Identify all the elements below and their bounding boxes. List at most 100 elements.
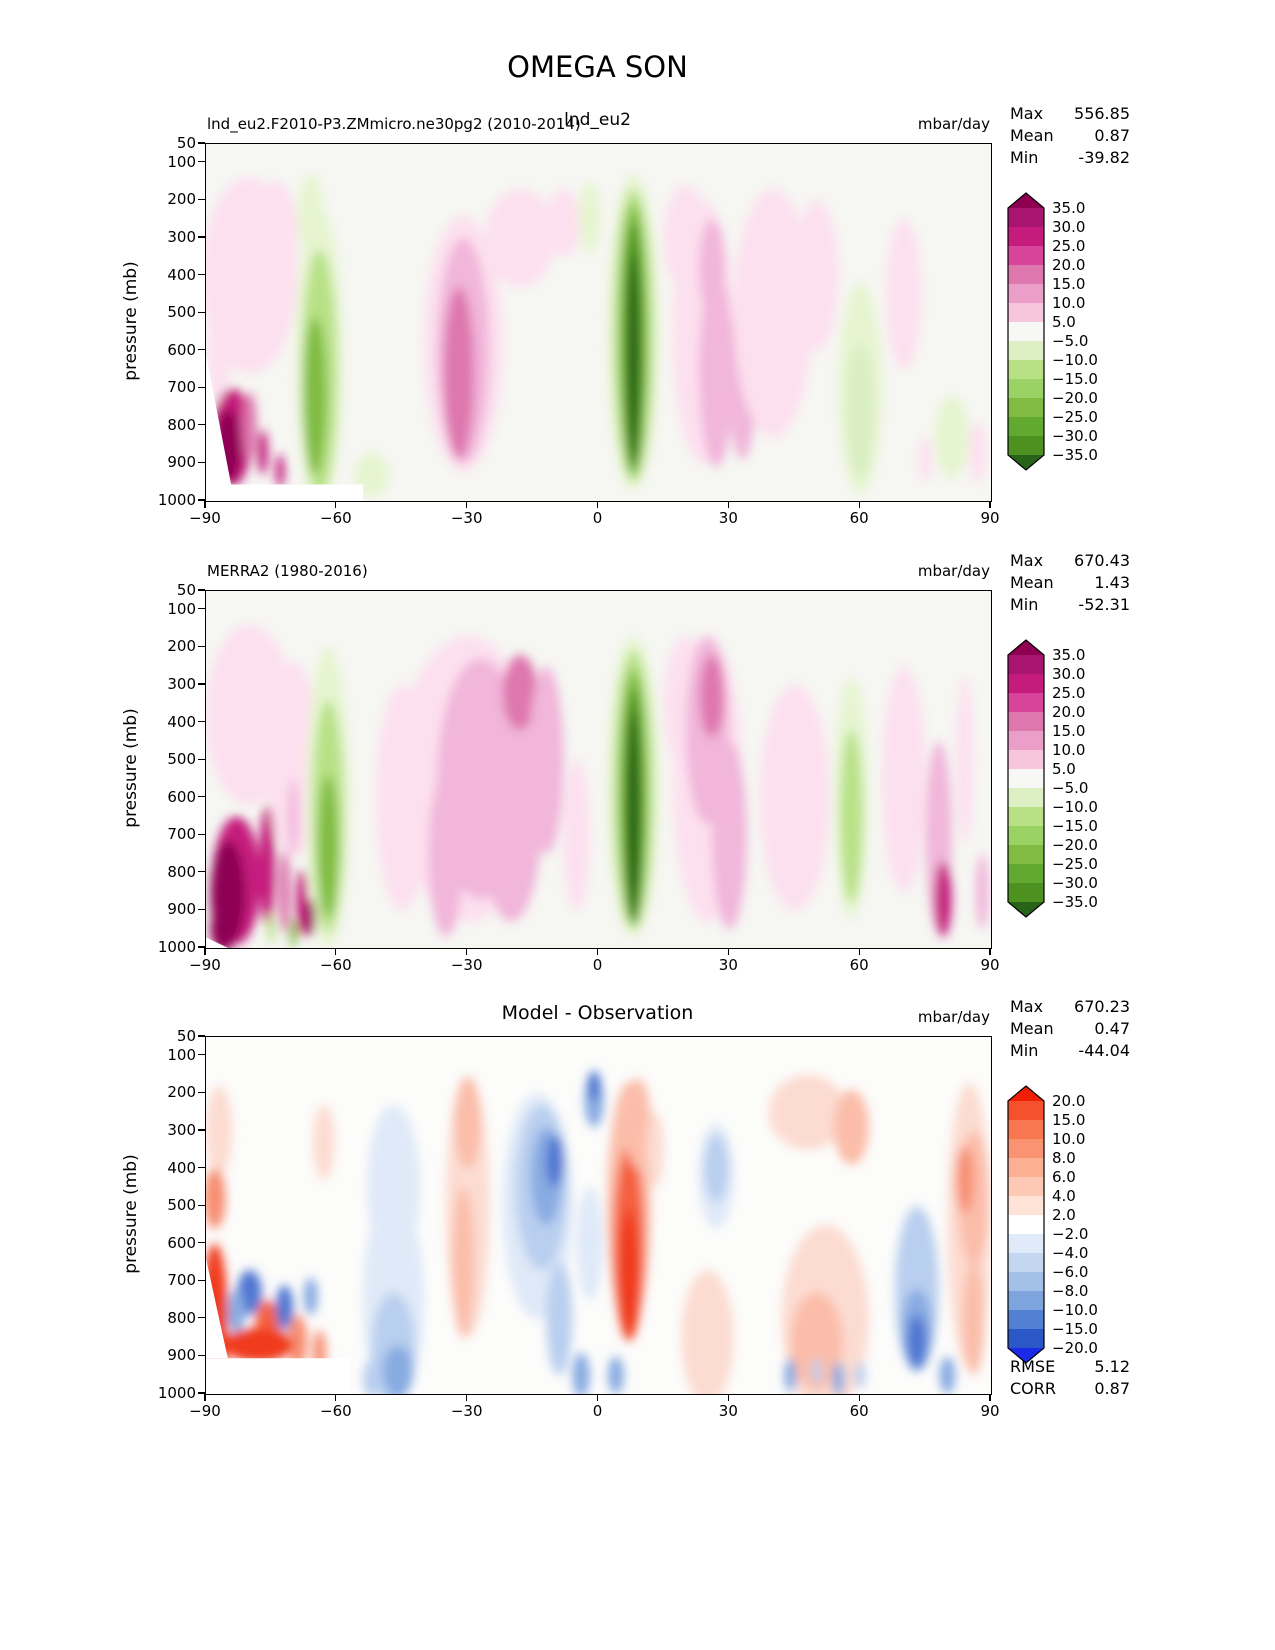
y-tick-mark	[198, 142, 205, 144]
y-tick-label: 200	[167, 1083, 196, 1102]
y-tick-label: 300	[167, 227, 196, 246]
colorbar-tick-label: −20.0	[1052, 389, 1098, 407]
x-tick-mark	[335, 1394, 337, 1401]
y-tick-mark	[198, 198, 205, 200]
stat-label: Max	[1010, 104, 1044, 123]
x-tick-mark	[727, 501, 729, 508]
x-tick-mark	[858, 501, 860, 508]
units-label: mbar/day	[917, 1008, 990, 1026]
stat-row: CORR 0.87	[1010, 1378, 1130, 1400]
x-tick-label: 0	[592, 509, 603, 527]
stat-row: RMSE 5.12	[1010, 1356, 1130, 1378]
colorbar-tick-label: −25.0	[1052, 855, 1098, 873]
x-tick-mark	[204, 948, 206, 955]
x-tick-label: 30	[718, 1402, 738, 1420]
stat-row: Min -39.82	[1010, 147, 1130, 169]
colorbar-tick-label: −10.0	[1052, 798, 1098, 816]
x-tick-label: 30	[718, 509, 738, 527]
panel-stats: Max 556.85 Mean 0.87 Min -39.82	[1010, 103, 1130, 169]
y-tick-label: 800	[167, 862, 196, 881]
colorbar-tick-label: 20.0	[1052, 256, 1086, 274]
y-tick-mark	[198, 645, 205, 647]
x-tick-mark	[204, 1394, 206, 1401]
stat-value: 1.43	[1094, 573, 1130, 592]
colorbar-tick-label: −5.0	[1052, 332, 1089, 350]
x-tick-mark	[989, 1394, 991, 1401]
colorbar-tick-label: 20.0	[1052, 1092, 1086, 1110]
colorbar-tick-label: −4.0	[1052, 1244, 1089, 1262]
stat-value: 0.87	[1094, 1379, 1130, 1398]
x-tick-mark	[989, 948, 991, 955]
stat-label: Max	[1010, 551, 1044, 570]
panel-title: Model - Observation	[501, 1002, 694, 1024]
panel-stats: Max 670.23 Mean 0.47 Min -44.04	[1010, 996, 1130, 1062]
colorbar	[1007, 192, 1045, 471]
x-tick-label: 90	[980, 1402, 1000, 1420]
x-tick-mark	[727, 948, 729, 955]
colorbar-tick-label: −35.0	[1052, 446, 1098, 464]
panel-title: lnd_eu2.F2010-P3.ZMmicro.ne30pg2 (2010-2…	[207, 115, 581, 133]
y-tick-label: 600	[167, 1233, 196, 1252]
colorbar-tick-label: −30.0	[1052, 874, 1098, 892]
colorbar-tick-label: −15.0	[1052, 370, 1098, 388]
y-tick-label: 1000	[157, 491, 196, 509]
y-tick-label: 700	[167, 378, 196, 397]
stat-value: -52.31	[1078, 595, 1130, 614]
y-tick-label: 900	[167, 1346, 196, 1365]
panel-footer-stats: RMSE 5.12 CORR 0.87	[1010, 1356, 1130, 1400]
stat-label: Min	[1010, 595, 1039, 614]
colorbar-tick-label: −20.0	[1052, 836, 1098, 854]
colorbar	[1007, 1085, 1045, 1364]
colorbar-tick-label: 15.0	[1052, 1111, 1086, 1129]
colorbar-tick-label: 30.0	[1052, 218, 1086, 236]
colorbar	[1007, 639, 1045, 918]
y-tick-label: 800	[167, 415, 196, 434]
y-tick-label: 500	[167, 750, 196, 769]
x-tick-label: −60	[320, 509, 352, 527]
stat-label: CORR	[1010, 1379, 1056, 1398]
y-tick-mark	[198, 1054, 205, 1056]
stat-value: 0.47	[1094, 1019, 1130, 1038]
y-tick-mark	[198, 1166, 205, 1169]
x-tick-mark	[596, 501, 599, 508]
colorbar-tick-label: 8.0	[1052, 1149, 1076, 1167]
y-tick-label: 50	[176, 1027, 196, 1045]
stat-row: Min -52.31	[1010, 594, 1130, 616]
y-tick-label: 200	[167, 190, 196, 209]
colorbar-tick-label: 5.0	[1052, 760, 1076, 778]
stat-value: 0.87	[1094, 126, 1130, 145]
x-tick-label: −90	[189, 509, 221, 527]
colorbar-tick-label: 35.0	[1052, 646, 1086, 664]
y-tick-mark	[198, 236, 205, 238]
stat-row: Min -44.04	[1010, 1040, 1130, 1062]
x-tick-mark	[204, 501, 206, 508]
x-tick-label: −90	[189, 1402, 221, 1420]
colorbar-tick-label: 10.0	[1052, 294, 1086, 312]
x-tick-mark	[466, 948, 468, 955]
x-tick-label: 0	[592, 956, 603, 974]
colorbar-tick-label: −2.0	[1052, 1225, 1089, 1243]
x-tick-mark	[466, 501, 468, 508]
x-tick-mark	[466, 1394, 468, 1401]
y-tick-mark	[198, 424, 205, 426]
contour-plot	[205, 143, 992, 502]
y-tick-mark	[198, 161, 205, 163]
x-tick-label: 90	[980, 509, 1000, 527]
panel-model: lnd_eu2.F2010-P3.ZMmicro.ne30pg2 (2010-2…	[0, 95, 1275, 542]
y-tick-label: 400	[167, 265, 196, 284]
y-tick-label: 300	[167, 674, 196, 693]
y-tick-mark	[198, 1317, 205, 1319]
figure-title: OMEGA SON	[507, 50, 688, 84]
contour-plot	[205, 590, 992, 949]
x-tick-label: 90	[980, 956, 1000, 974]
stat-row: Max 670.23	[1010, 996, 1130, 1018]
stat-label: Min	[1010, 148, 1039, 167]
y-tick-mark	[198, 461, 205, 463]
x-tick-mark	[989, 501, 991, 508]
stat-label: Max	[1010, 997, 1044, 1016]
colorbar-tick-label: −30.0	[1052, 427, 1098, 445]
x-tick-label: −90	[189, 956, 221, 974]
stat-row: Mean 0.47	[1010, 1018, 1130, 1040]
y-tick-mark	[198, 908, 205, 910]
x-tick-label: 30	[718, 956, 738, 974]
